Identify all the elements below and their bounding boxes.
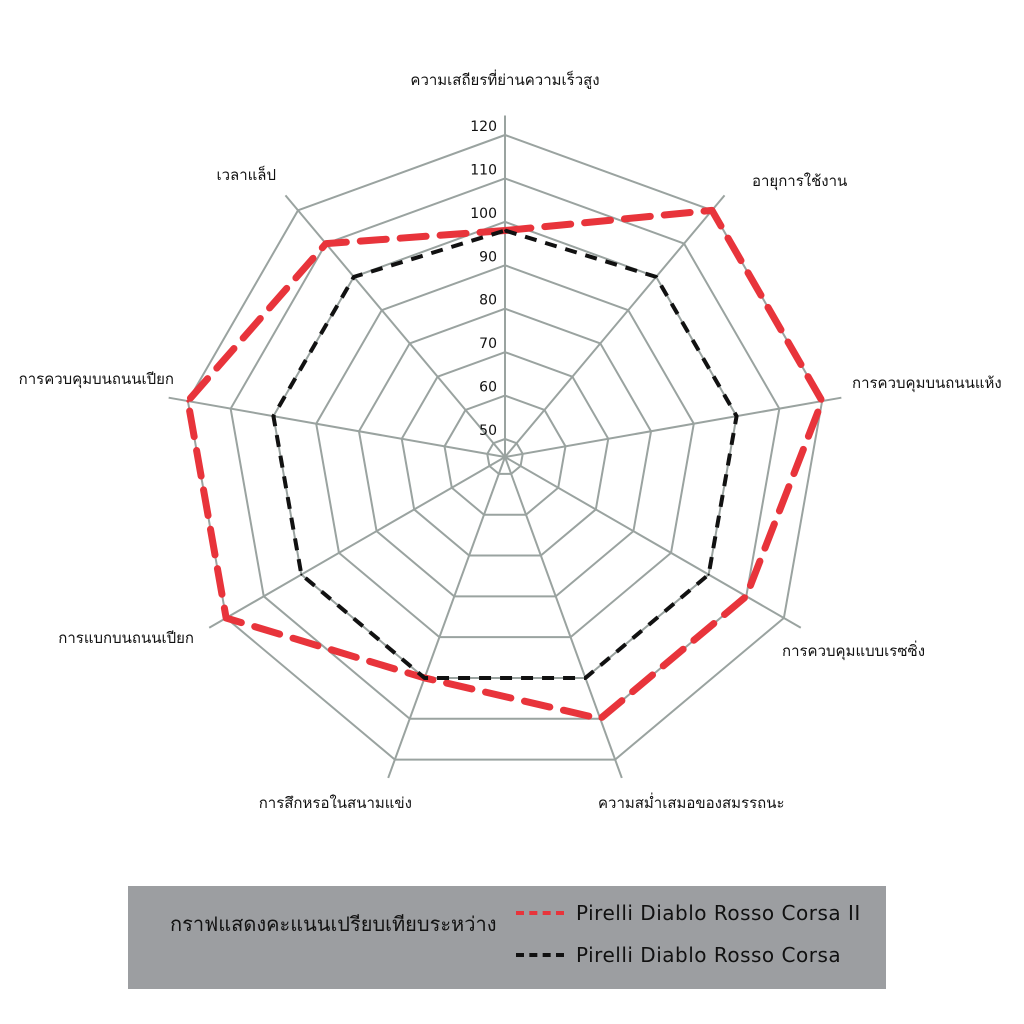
series-point <box>423 676 426 679</box>
category-labels: ความเสถียรที่ย่านความเร็วสูงอายุการใช้งา… <box>19 69 1002 812</box>
series-point <box>598 717 602 721</box>
tick-label: 60 <box>479 380 497 396</box>
series-point <box>324 242 328 246</box>
category-label: การแบกบนถนนเปียก <box>58 629 194 647</box>
legend: กราฟแสดงคะแนนเปรียบเทียบระหว่าง Pirelli … <box>128 886 886 989</box>
legend-item-corsa: Pirelli Diablo Rosso Corsa <box>516 940 841 970</box>
radial-tick-labels: 50 60 70 80 90 100 110 120 <box>470 119 497 439</box>
series-line <box>184 206 826 723</box>
series-point <box>300 573 303 576</box>
tick-label: 120 <box>470 119 497 135</box>
tick-label: 70 <box>479 336 497 352</box>
tick-label: 80 <box>479 293 497 309</box>
series-point <box>504 229 506 232</box>
tick-label: 90 <box>479 249 497 265</box>
series-point <box>744 594 748 598</box>
legend-title: กราฟแสดงคะแนนเปรียบเทียบระหว่าง <box>170 912 497 936</box>
series-point <box>710 208 714 212</box>
grid-spoke <box>504 456 623 779</box>
category-label: ความสม่ำเสมอของสมรรถนะ <box>598 792 785 812</box>
category-label: การควบคุมแบบเรซซิ่ง <box>782 640 925 661</box>
grid-ring <box>486 437 524 475</box>
grid-ring <box>357 307 653 598</box>
series-point <box>584 676 587 679</box>
category-label: เวลาแล็ป <box>216 165 276 184</box>
series-point <box>186 399 190 403</box>
grid-spoke <box>284 194 506 458</box>
series-point <box>272 415 275 418</box>
series-point <box>352 275 355 278</box>
tick-label: 50 <box>479 423 497 439</box>
legend-swatch-red-dashed <box>516 911 564 915</box>
legend-item-corsa-ii: Pirelli Diablo Rosso Corsa II <box>516 898 861 928</box>
series-point <box>224 616 228 620</box>
tick-label: 100 <box>470 206 497 222</box>
grid-spoke <box>387 456 506 779</box>
category-label: อายุการใช้งาน <box>752 172 847 191</box>
series-point <box>655 275 658 278</box>
grid-spoke <box>168 396 506 458</box>
grid-ring <box>229 177 781 720</box>
series-point <box>820 399 824 403</box>
series-point <box>707 573 710 576</box>
legend-label: Pirelli Diablo Rosso Corsa <box>576 943 842 967</box>
grid-ring <box>443 394 567 516</box>
legend-label: Pirelli Diablo Rosso Corsa II <box>576 901 861 925</box>
series-point <box>735 415 738 418</box>
grid-spoke <box>504 396 842 458</box>
radar-series <box>184 206 826 723</box>
category-label: การควบคุมบนถนนแห้ง <box>852 374 1002 393</box>
legend-swatch-black-dashed <box>516 953 564 957</box>
grid-spoke <box>504 194 726 458</box>
tick-label: 110 <box>470 162 497 178</box>
grid-ring <box>315 264 695 639</box>
category-label: การสึกหรอในสนามแข่ง <box>259 794 412 812</box>
grid-ring <box>400 351 610 557</box>
category-label: การควบคุมบนถนนเปียก <box>19 370 174 389</box>
radar-chart: 50 60 70 80 90 100 110 120 ความเสถียรที่ย่านควา… <box>19 69 1002 812</box>
grid-spoke <box>504 456 802 629</box>
series-line <box>271 228 739 680</box>
category-label: ความเสถียรที่ย่านความเร็วสูง <box>410 69 599 89</box>
grid-spoke <box>208 456 506 629</box>
